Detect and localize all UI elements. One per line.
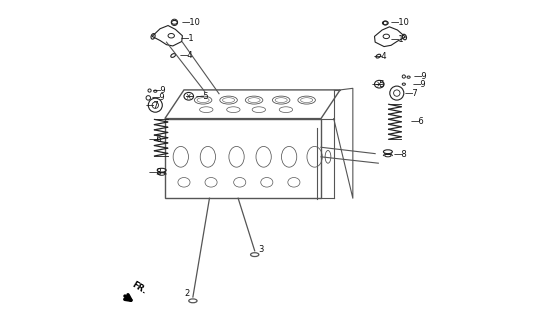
Text: —4: —4 (374, 52, 387, 60)
Text: —7: —7 (404, 89, 418, 98)
Text: —10: —10 (181, 18, 200, 27)
Text: 3: 3 (258, 245, 264, 254)
Text: —9: —9 (152, 86, 166, 95)
Text: —5: —5 (196, 92, 210, 101)
Text: —6: —6 (410, 117, 424, 126)
Text: —10: —10 (390, 19, 409, 28)
Text: —6: —6 (148, 135, 162, 144)
Text: FR.: FR. (130, 281, 148, 296)
Text: —8: —8 (394, 150, 407, 159)
Text: —5: —5 (372, 80, 386, 89)
Text: —9: —9 (414, 72, 427, 81)
Text: —9: —9 (413, 80, 427, 89)
Text: 2: 2 (185, 289, 190, 298)
Text: —1: —1 (180, 35, 194, 44)
Text: —9: —9 (152, 93, 165, 102)
Text: —7: —7 (146, 101, 159, 110)
Text: —8: —8 (148, 168, 162, 177)
Text: —1: —1 (390, 35, 404, 44)
Text: —4: —4 (179, 51, 193, 60)
